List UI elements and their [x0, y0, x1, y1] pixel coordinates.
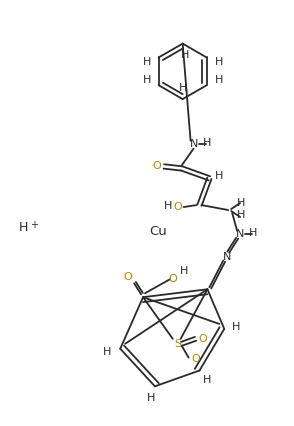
Text: N: N — [236, 229, 244, 239]
Text: N: N — [223, 252, 231, 262]
Text: H: H — [143, 58, 151, 67]
Text: H: H — [143, 75, 151, 85]
Text: H: H — [164, 201, 172, 211]
Text: S: S — [174, 339, 181, 349]
Text: O: O — [173, 202, 182, 212]
Text: H: H — [249, 228, 257, 238]
Text: O: O — [124, 272, 133, 282]
Text: H: H — [179, 266, 188, 276]
Text: O: O — [198, 334, 207, 344]
Text: +: + — [30, 220, 38, 230]
Text: H: H — [19, 222, 28, 234]
Text: O: O — [168, 274, 177, 285]
Text: H: H — [215, 171, 223, 181]
Text: H: H — [214, 75, 223, 85]
Text: O: O — [191, 354, 200, 364]
Text: H: H — [203, 138, 212, 148]
Text: Cu: Cu — [149, 225, 167, 238]
Text: H: H — [237, 210, 245, 220]
Text: H: H — [237, 198, 245, 208]
Text: N: N — [190, 138, 199, 149]
Text: H: H — [178, 83, 187, 93]
Text: H: H — [181, 49, 189, 60]
Text: H: H — [147, 393, 155, 403]
Text: H: H — [214, 58, 223, 67]
Text: H: H — [232, 322, 240, 332]
Text: H: H — [103, 347, 111, 357]
Text: O: O — [153, 161, 161, 171]
Text: H: H — [203, 375, 212, 386]
